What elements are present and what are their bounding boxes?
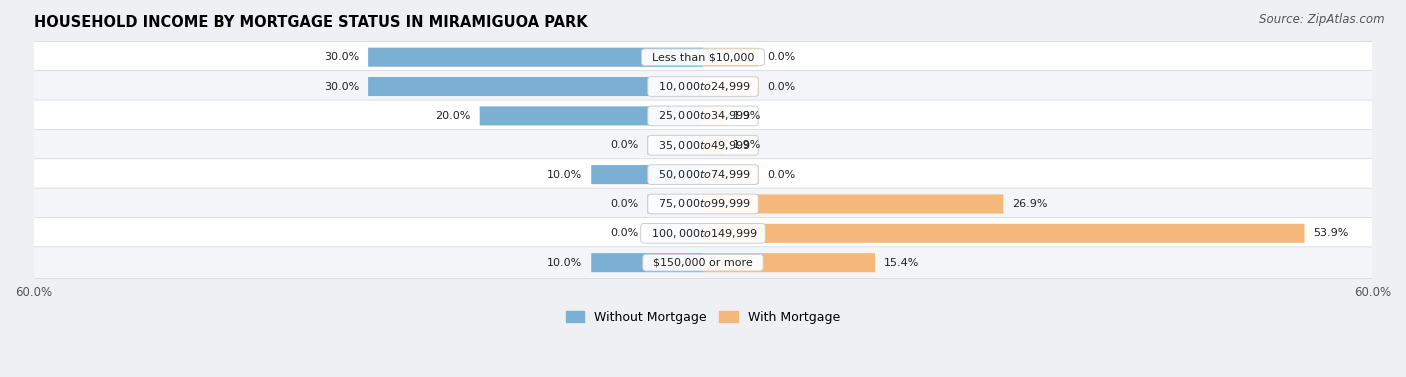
Text: 0.0%: 0.0% [610,140,638,150]
Text: $100,000 to $149,999: $100,000 to $149,999 [644,227,762,240]
Text: $150,000 or more: $150,000 or more [647,258,759,268]
Text: HOUSEHOLD INCOME BY MORTGAGE STATUS IN MIRAMIGUOA PARK: HOUSEHOLD INCOME BY MORTGAGE STATUS IN M… [34,15,588,30]
Text: 10.0%: 10.0% [547,170,582,179]
Text: 15.4%: 15.4% [884,258,920,268]
FancyBboxPatch shape [592,165,703,184]
FancyBboxPatch shape [368,77,703,96]
Text: 1.9%: 1.9% [733,140,762,150]
Text: 26.9%: 26.9% [1012,199,1047,209]
FancyBboxPatch shape [703,48,759,67]
Text: 0.0%: 0.0% [768,81,796,92]
FancyBboxPatch shape [703,253,875,272]
FancyBboxPatch shape [368,48,703,67]
FancyBboxPatch shape [703,165,759,184]
FancyBboxPatch shape [703,195,1004,213]
FancyBboxPatch shape [22,188,1384,220]
Text: $75,000 to $99,999: $75,000 to $99,999 [651,198,755,210]
Text: Source: ZipAtlas.com: Source: ZipAtlas.com [1260,13,1385,26]
FancyBboxPatch shape [703,136,724,155]
FancyBboxPatch shape [22,247,1384,279]
FancyBboxPatch shape [22,100,1384,132]
Text: 20.0%: 20.0% [436,111,471,121]
FancyBboxPatch shape [22,129,1384,161]
Text: Less than $10,000: Less than $10,000 [645,52,761,62]
FancyBboxPatch shape [22,159,1384,190]
Legend: Without Mortgage, With Mortgage: Without Mortgage, With Mortgage [561,306,845,329]
Text: 0.0%: 0.0% [768,170,796,179]
FancyBboxPatch shape [22,71,1384,103]
FancyBboxPatch shape [703,106,724,126]
Text: 30.0%: 30.0% [325,81,360,92]
FancyBboxPatch shape [703,224,1305,243]
FancyBboxPatch shape [647,195,703,213]
Text: $50,000 to $74,999: $50,000 to $74,999 [651,168,755,181]
Text: 0.0%: 0.0% [768,52,796,62]
FancyBboxPatch shape [647,136,703,155]
FancyBboxPatch shape [703,77,759,96]
Text: 1.9%: 1.9% [733,111,762,121]
FancyBboxPatch shape [647,224,703,243]
Text: 30.0%: 30.0% [325,52,360,62]
Text: 53.9%: 53.9% [1313,228,1348,238]
Text: $35,000 to $49,999: $35,000 to $49,999 [651,139,755,152]
FancyBboxPatch shape [479,106,703,126]
FancyBboxPatch shape [592,253,703,272]
Text: 0.0%: 0.0% [610,199,638,209]
Text: 10.0%: 10.0% [547,258,582,268]
Text: $10,000 to $24,999: $10,000 to $24,999 [651,80,755,93]
FancyBboxPatch shape [22,41,1384,73]
Text: $25,000 to $34,999: $25,000 to $34,999 [651,109,755,123]
FancyBboxPatch shape [22,218,1384,249]
Text: 0.0%: 0.0% [610,228,638,238]
